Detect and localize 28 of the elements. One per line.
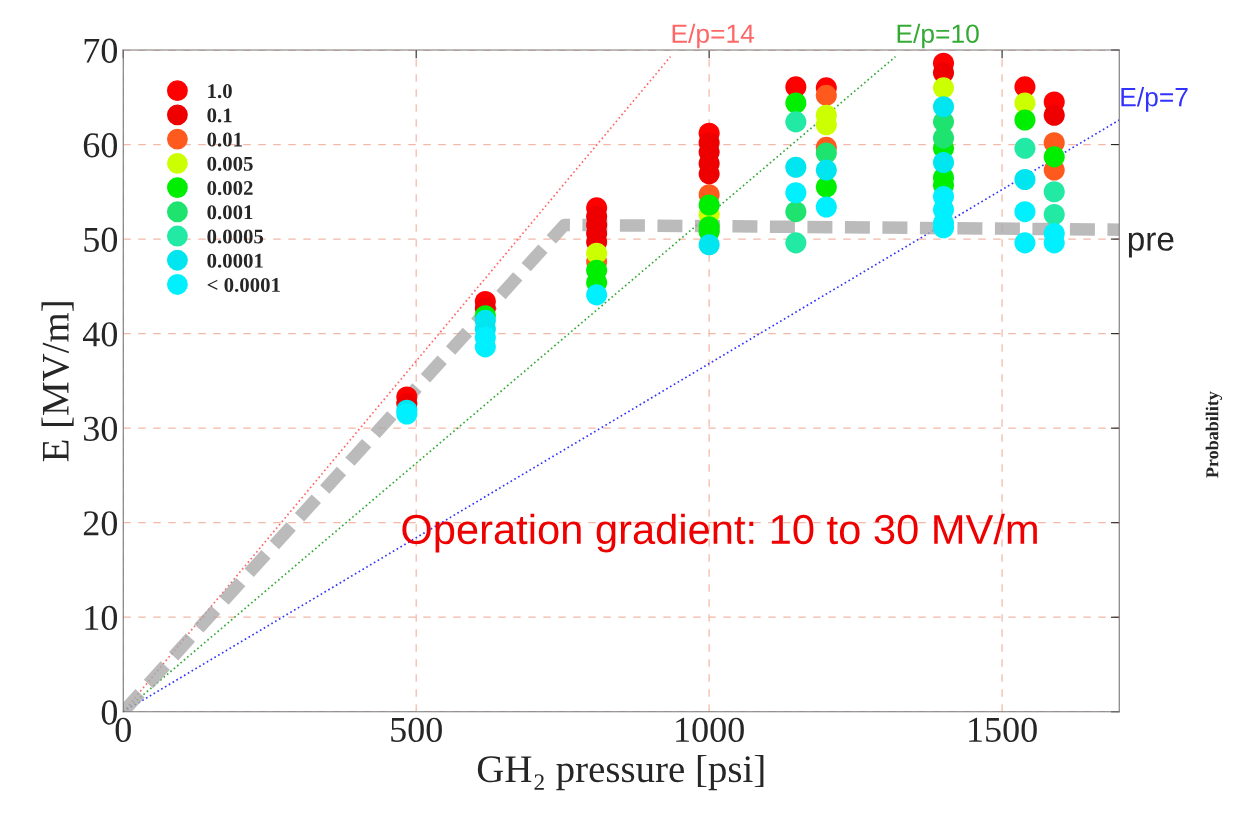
legend-label: 0.002 [207, 181, 253, 196]
series-label: E/p=14 [672, 23, 755, 49]
y-tick-label: 60 [83, 133, 118, 158]
legend-label: 0.005 [207, 156, 253, 171]
annotation: Operation gradient: 10 to 30 MV/m [402, 513, 1037, 553]
y-tick-label: 50 [84, 227, 118, 252]
series-label: E/p=10 [897, 23, 979, 49]
legend-label: 0.0005 [207, 229, 264, 244]
x-tick-label: 1000 [676, 717, 744, 743]
x-tick-label: 1500 [969, 717, 1037, 743]
legend-label: 0.0001 [207, 253, 263, 268]
legend-label: 0.1 [207, 108, 232, 123]
y-tick-label: 70 [84, 38, 118, 63]
text: pre [1128, 232, 1174, 258]
y-tick-label: 0 [101, 700, 118, 725]
y-axis-title: E [MV/m] [41, 302, 74, 462]
x-tick-label: 500 [391, 717, 442, 743]
y-tick-label: 30 [84, 416, 118, 442]
y-tick-label: 10 [85, 605, 118, 631]
legend-label: 0.01 [207, 132, 242, 147]
y-tick-label: 40 [82, 322, 118, 347]
series-label: E/p=7 [1121, 87, 1188, 112]
text: Probability [1205, 391, 1223, 478]
y-tick-label: 20 [83, 511, 118, 536]
legend-label: < 0.0001 [207, 277, 280, 293]
legend-label: 1.0 [208, 84, 232, 99]
legend-label: 0.001 [207, 205, 253, 220]
x-axis-title: GH₂ pressure [psi] [477, 754, 764, 791]
